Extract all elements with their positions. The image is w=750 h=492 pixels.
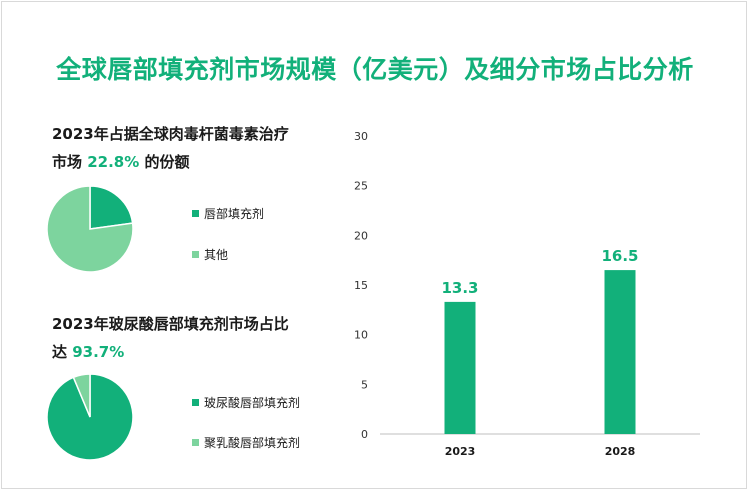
- page-title: 全球唇部填充剂市场规模（亿美元）及细分市场占比分析: [56, 55, 694, 84]
- x-tick-label-2023: 2023: [445, 445, 476, 458]
- pie1-legend-swatch-2: [192, 251, 199, 258]
- pie2-legend-swatch-2: [192, 439, 199, 446]
- pie2-caption: 2023年玻尿酸唇部填充剂市场占比达 93.7%: [52, 310, 302, 366]
- y-tick-label: 0: [361, 428, 368, 441]
- pie2-legend-item-2: 聚乳酸唇部填充剂: [192, 434, 300, 451]
- bar-2028: [604, 270, 636, 434]
- pie1-legend-item-2: 其他: [192, 246, 228, 263]
- y-tick-label: 5: [361, 378, 368, 391]
- y-tick-label: 25: [354, 180, 368, 193]
- pie2-legend-item-1: 玻尿酸唇部填充剂: [192, 394, 300, 411]
- pie2-caption-prefix: 2023年玻尿酸唇部填充剂市场占比达: [52, 315, 289, 361]
- y-tick-label: 10: [354, 329, 368, 342]
- pie1-legend-item-1: 唇部填充剂: [192, 205, 264, 222]
- pie1-caption-pct: 22.8%: [87, 153, 140, 171]
- pie-chart-2: [46, 373, 134, 461]
- pie2-legend-swatch-1: [192, 399, 199, 406]
- bar-data-label-2028: 16.5: [601, 247, 638, 265]
- y-tick-label: 20: [354, 229, 368, 242]
- pie1-slice-2: [46, 185, 134, 273]
- pie2-caption-pct: 93.7%: [72, 343, 125, 361]
- pie1-legend-swatch-1: [192, 210, 199, 217]
- pie1-slice-1: [89, 185, 134, 230]
- x-tick-label-2028: 2028: [605, 445, 636, 458]
- pie1-caption-suffix: 的份额: [139, 153, 190, 171]
- bar-2023: [444, 301, 476, 434]
- pie-chart-1: [46, 185, 134, 273]
- pie2-legend-label-2: 聚乳酸唇部填充剂: [204, 436, 301, 450]
- bar-data-label-2023: 13.3: [441, 279, 478, 297]
- pie1-caption: 2023年占据全球肉毒杆菌毒素治疗市场 22.8% 的份额: [52, 120, 302, 176]
- y-tick-label: 15: [354, 279, 368, 292]
- pie1-legend-label-2: 其他: [204, 248, 229, 262]
- pie1-caption-prefix: 2023年占据全球肉毒杆菌毒素治疗市场: [52, 125, 289, 171]
- y-tick-label: 30: [354, 130, 368, 143]
- pie2-legend-label-1: 玻尿酸唇部填充剂: [204, 396, 301, 410]
- pie1-legend-label-1: 唇部填充剂: [204, 207, 265, 221]
- pie2-slice-2: [72, 373, 91, 418]
